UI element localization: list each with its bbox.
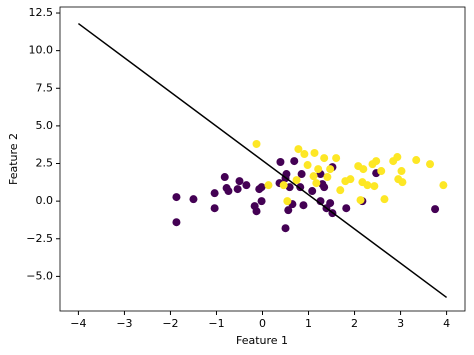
x-tick-label: 4 <box>443 317 450 330</box>
point <box>303 161 312 170</box>
point <box>342 204 351 213</box>
point <box>380 195 389 204</box>
point <box>359 165 368 174</box>
point <box>309 172 318 181</box>
point <box>336 186 345 195</box>
y-tick-label: 0.0 <box>36 194 54 207</box>
point <box>264 181 273 190</box>
x-tick-label: 1 <box>305 317 312 330</box>
point <box>393 153 402 162</box>
point <box>397 167 406 176</box>
point <box>316 197 325 206</box>
point <box>252 207 261 216</box>
y-tick-label: 10.0 <box>29 44 54 57</box>
y-tick-label: 7.5 <box>36 81 54 94</box>
x-tick-label: 3 <box>397 317 404 330</box>
x-axis-label: Feature 1 <box>236 334 288 347</box>
point <box>242 181 251 190</box>
point <box>279 181 288 190</box>
x-tick-label: 2 <box>351 317 358 330</box>
y-tick-label: −2.5 <box>26 232 53 245</box>
point <box>412 156 421 165</box>
plot-frame <box>59 6 466 312</box>
y-tick-label: 5.0 <box>36 119 54 132</box>
point <box>281 224 290 233</box>
x-tick-label: −1 <box>208 317 224 330</box>
x-tick-label: −4 <box>70 317 86 330</box>
point <box>299 201 308 210</box>
x-tick-label: −3 <box>116 317 132 330</box>
point <box>252 139 261 148</box>
point <box>398 178 407 187</box>
x-tick-label: 0 <box>259 317 266 330</box>
point <box>326 199 335 208</box>
point <box>172 218 181 227</box>
point <box>220 173 229 182</box>
point <box>308 187 317 196</box>
point <box>257 183 266 192</box>
point <box>431 205 440 214</box>
y-tick-label: 2.5 <box>36 157 54 170</box>
point <box>292 176 301 185</box>
point <box>310 148 319 157</box>
point <box>210 189 219 198</box>
point <box>372 157 381 166</box>
point <box>283 197 292 206</box>
point <box>294 145 303 154</box>
point <box>326 165 335 174</box>
y-tick-label: 12.5 <box>29 6 54 19</box>
point <box>377 167 386 176</box>
point <box>363 181 372 190</box>
point <box>320 154 329 163</box>
decision-line <box>77 22 448 299</box>
point <box>300 150 309 159</box>
point <box>312 179 321 188</box>
x-tick-label: −2 <box>162 317 178 330</box>
y-axis-label: Feature 2 <box>7 133 20 185</box>
point <box>320 183 329 192</box>
point <box>233 185 242 194</box>
point <box>426 160 435 169</box>
point <box>356 196 365 205</box>
point <box>323 173 332 182</box>
point <box>172 193 181 202</box>
point <box>346 175 355 184</box>
point <box>439 181 448 190</box>
point <box>314 165 323 174</box>
point <box>276 158 285 167</box>
point <box>235 177 244 186</box>
point <box>297 170 306 179</box>
point <box>189 195 198 204</box>
y-tick-label: −5.0 <box>26 269 53 282</box>
point <box>290 157 299 166</box>
point <box>210 204 219 213</box>
point <box>284 206 293 215</box>
point <box>224 187 233 196</box>
point <box>257 197 266 206</box>
point <box>332 154 341 163</box>
point <box>370 182 379 191</box>
